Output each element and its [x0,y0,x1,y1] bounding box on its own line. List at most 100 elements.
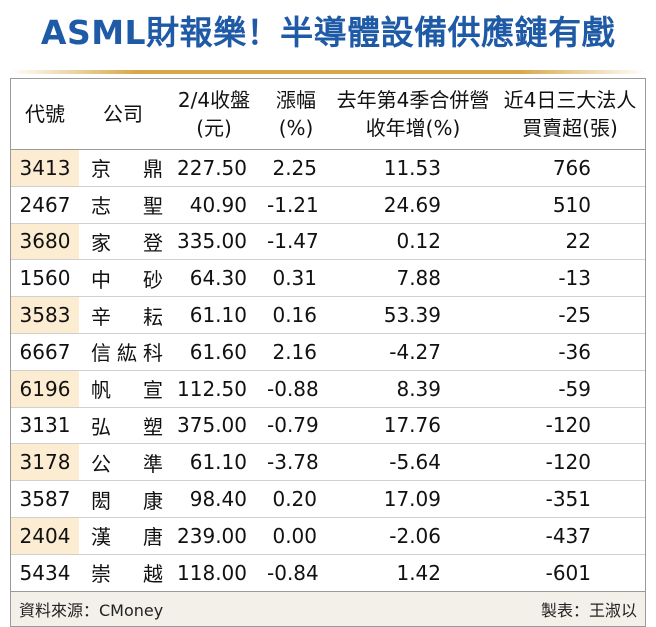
company-name: 弘塑 [91,414,163,439]
cell: -5.64 [331,443,495,481]
cell: 2404 [11,516,79,555]
title: ASML財報樂！半導體設備供應鏈有戲 [40,13,616,52]
header-cell: 漲幅(%) [261,79,331,150]
table-body: 3413 京鼎 227.50 2.25 11.53 766 2467 志聖 40.90 -1.21… [11,149,645,591]
company-name: 信紘科 [91,341,163,366]
header-cell: 代號 [11,79,79,150]
cell: 24.69 [331,185,495,224]
table-row: 6667 信紘科 61.60 2.16 -4.27 -36 [11,332,645,371]
header-cell: 公司 [79,79,167,150]
company-name: 閎康 [91,488,163,513]
source: 資料來源：CMoney [19,600,164,620]
table-frame: 代號 公司 2/4收盤(元) 漲幅(%) 去年第4季合併營收年增(%) 近4日三大法人買賣… [10,78,646,627]
company-name: 家登 [91,230,163,255]
cell: 64.30 [167,259,261,297]
cell: 1560 [11,259,79,297]
cell: 信紘科 [79,332,167,371]
cell: -120 [495,443,645,481]
company-name: 漢唐 [91,525,163,550]
cell: -437 [495,516,645,555]
cell: -3.78 [261,443,331,481]
table-row: 3583 辛耘 61.10 0.16 53.39 -25 [11,296,645,334]
cell: 3583 [11,296,79,334]
cell: 17.76 [331,406,495,444]
table-row: 2467 志聖 40.90 -1.21 24.69 510 [11,185,645,224]
table-row: 3131 弘塑 375.00 -0.79 17.76 -120 [11,406,645,444]
table-row: 3680 家登 335.00 -1.47 0.12 22 [11,222,645,260]
company-name: 志聖 [91,194,163,219]
table: 代號 公司 2/4收盤(元) 漲幅(%) 去年第4季合併營收年增(%) 近4日三大法人買賣… [11,79,645,591]
cell: 61.10 [167,443,261,481]
header-cell: 2/4收盤(元) [167,79,261,150]
table-row: 3178 公準 61.10 -3.78 -5.64 -120 [11,443,645,481]
cell: -0.84 [261,553,331,591]
cell: 2.16 [261,332,331,371]
table-row: 3413 京鼎 227.50 2.25 11.53 766 [11,149,645,187]
cell: 335.00 [167,222,261,260]
cell: 閎康 [79,480,167,518]
cell: 漢唐 [79,516,167,555]
table-row: 2404 漢唐 239.00 0.00 -2.06 -437 [11,516,645,555]
cell: 0.00 [261,516,331,555]
cell: 2.25 [261,149,331,187]
cell: -601 [495,553,645,591]
cell: 227.50 [167,149,261,187]
cell: -36 [495,332,645,371]
cell: 53.39 [331,296,495,334]
cell: -2.06 [331,516,495,555]
company-name: 中砂 [91,267,163,292]
cell: 98.40 [167,480,261,518]
credit: 製表：王淑以 [540,600,637,620]
footer: 資料來源：CMoney 製表：王淑以 [11,590,645,626]
cell: 375.00 [167,406,261,444]
header-cell: 近4日三大法人買賣超(張) [495,79,645,150]
cell: -59 [495,369,645,408]
cell: 510 [495,185,645,224]
cell: 239.00 [167,516,261,555]
cell: -351 [495,480,645,518]
company-name: 辛耘 [91,304,163,329]
company-name: 京鼎 [91,157,163,182]
title-rule [10,70,646,74]
header-row: 代號 公司 2/4收盤(元) 漲幅(%) 去年第4季合併營收年增(%) 近4日三大法人買賣… [11,79,645,150]
cell: 崇越 [79,553,167,591]
cell: 3587 [11,480,79,518]
cell: 家登 [79,222,167,260]
cell: 辛耘 [79,296,167,334]
cell: -0.88 [261,369,331,408]
company-name: 崇越 [91,562,163,587]
cell: 中砂 [79,259,167,297]
cell: 0.31 [261,259,331,297]
cell: 5434 [11,553,79,591]
table-row: 1560 中砂 64.30 0.31 7.88 -13 [11,259,645,297]
table-row: 6196 帆宣 112.50 -0.88 8.39 -59 [11,369,645,408]
cell: 61.60 [167,332,261,371]
cell: 帆宣 [79,369,167,408]
cell: 22 [495,222,645,260]
cell: 公準 [79,443,167,481]
cell: 0.20 [261,480,331,518]
cell: -1.21 [261,185,331,224]
cell: -1.47 [261,222,331,260]
cell: 17.09 [331,480,495,518]
company-name: 帆宣 [91,378,163,403]
cell: 3680 [11,222,79,260]
cell: -0.79 [261,406,331,444]
cell: 766 [495,149,645,187]
cell: 2467 [11,185,79,224]
cell: 3131 [11,406,79,444]
table-row: 3587 閎康 98.40 0.20 17.09 -351 [11,480,645,518]
cell: 6667 [11,332,79,371]
cell: -4.27 [331,332,495,371]
cell: 志聖 [79,185,167,224]
cell: 6196 [11,369,79,408]
cell: 8.39 [331,369,495,408]
cell: 3178 [11,443,79,481]
cell: -13 [495,259,645,297]
cell: -25 [495,296,645,334]
table-row: 5434 崇越 118.00 -0.84 1.42 -601 [11,553,645,591]
cell: 40.90 [167,185,261,224]
cell: 112.50 [167,369,261,408]
header-cell: 去年第4季合併營收年增(%) [331,79,495,150]
